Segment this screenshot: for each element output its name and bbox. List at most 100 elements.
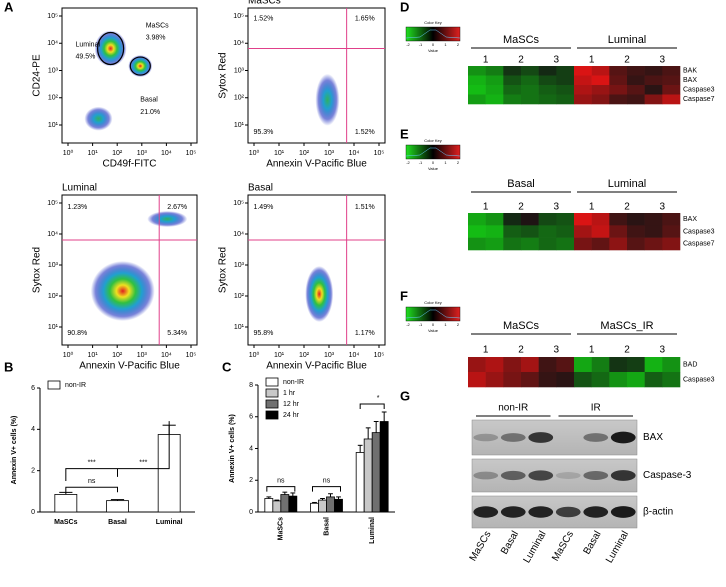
blot-band-label: β-actin (643, 507, 673, 518)
heatmap-cell (468, 237, 486, 251)
x-tick-label: 10⁰ (63, 149, 74, 157)
y-tick-label: 10⁵ (47, 200, 58, 207)
significance-label: ns (323, 477, 331, 484)
heatmap-cell (574, 94, 592, 105)
blot-band-label: Caspase-3 (643, 470, 692, 481)
panel-label: D (400, 0, 409, 14)
gate-annotation: MaSCs (146, 22, 169, 29)
heatmap-cell (662, 213, 681, 226)
heatmap-cell (556, 85, 575, 95)
heatmap-cell (468, 75, 486, 86)
bar (106, 500, 129, 513)
heatmap-cell (468, 85, 486, 95)
heatmap-cell (556, 213, 575, 226)
bar (355, 452, 365, 513)
replicate-label: 2 (624, 202, 630, 213)
bar (379, 421, 389, 513)
gate-annotation: 1.52% (355, 129, 375, 136)
row-label: Caspase7 (683, 241, 715, 248)
flow-plot: 10⁰ 10¹ 10² 10³ 10⁴ 10⁵ 10¹ 10² 10³ 10⁴ 10⁵ Annexin… (32, 183, 198, 372)
row-label: Caspase3 (683, 376, 715, 383)
x-tick-label: 10³ (137, 150, 148, 157)
heatmap-cell (503, 225, 522, 238)
y-axis-label: Annexin V+ cells (%) (229, 414, 236, 483)
y-tick-label: 10¹ (234, 324, 245, 331)
color-key-tick: 0 (432, 42, 435, 47)
heatmap-cell (662, 94, 681, 105)
blot-group-label: non-IR (498, 403, 528, 414)
blot-band (528, 432, 554, 443)
gate-annotation: 1.52% (253, 16, 273, 23)
y-tick-label: 10⁴ (47, 40, 58, 47)
heatmap-cell (609, 237, 628, 251)
replicate-label: 3 (554, 55, 560, 66)
heatmap-cell (503, 213, 522, 226)
heatmap-cell (468, 372, 486, 388)
heatmap-panel: Color Key -2 -1 0 1 2 Value MaSCs 1 2 3 Luminal 1 2 3 B… (405, 20, 715, 105)
heatmap-cell (591, 85, 610, 95)
heatmap-cell (485, 85, 504, 95)
heatmap-cell (591, 225, 610, 238)
flow-plot: 10⁰ 10¹ 10² 10³ 10⁴ 10⁵ 10¹ 10² 10³ 10⁴ 10⁵ CD49f-F… (32, 7, 198, 170)
heatmap-cell (538, 225, 557, 238)
y-tick-label: 10³ (48, 262, 59, 269)
plot-frame (61, 194, 198, 346)
gate (96, 31, 125, 66)
y-axis-label: Sytox Red (32, 247, 43, 293)
heatmap-cell (503, 75, 522, 86)
x-tick-label: 10⁵ (374, 352, 385, 359)
heatmap-cell (503, 372, 522, 388)
blot-strip (471, 419, 638, 456)
lane-label: Basal (582, 529, 604, 556)
replicate-label: 1 (483, 345, 489, 356)
bar (310, 502, 319, 513)
heatmap-cell (574, 66, 592, 76)
panel-label: A (4, 0, 14, 14)
significance-label: ns (277, 477, 285, 484)
y-tick-label: 6 (249, 414, 253, 421)
heatmap-cell (468, 94, 486, 105)
heatmap-cell (521, 75, 539, 86)
blot-band (473, 506, 499, 518)
color-key-tick: 1 (444, 322, 447, 327)
legend-label: non-IR (65, 382, 86, 389)
bar (371, 432, 381, 513)
heatmap-cell (538, 66, 557, 76)
heatmap-cell (503, 66, 522, 76)
gate-annotation: 2.67% (167, 204, 187, 211)
heatmap-cell (591, 213, 610, 226)
heatmap-cell (521, 237, 539, 251)
heatmap-cell (556, 225, 575, 238)
heatmap-cell (503, 85, 522, 95)
row-label: Caspase3 (683, 87, 715, 94)
bar-chart: 0 2 4 6 Annexin V+ cells (%) MaSCs Basal Lumina… (11, 380, 195, 526)
heatmap-cell (538, 357, 557, 373)
bar (334, 498, 343, 513)
color-key-tick: 2 (457, 160, 460, 165)
heatmap-cell (644, 225, 663, 238)
x-axis-label: Annexin V-Pacific Blue (266, 361, 367, 372)
y-tick-label: 10¹ (234, 122, 245, 129)
blot-band (610, 431, 636, 444)
heatmap-cell (662, 225, 681, 238)
x-tick-label: 10² (112, 352, 123, 359)
group-label: Luminal (608, 34, 647, 46)
heatmap-cell (521, 213, 539, 226)
x-axis-label: Annexin V-Pacific Blue (79, 361, 180, 372)
flow-plot: 10⁰ 10¹ 10² 10³ 10⁴ 10⁵ 10¹ 10² 10³ 10⁴ 10⁵ Annexin… (218, 183, 386, 372)
blot-band (500, 470, 526, 481)
y-tick-label: 2 (249, 477, 253, 484)
replicate-label: 2 (624, 55, 630, 66)
significance-label: * (377, 395, 380, 402)
heatmap-cell (574, 213, 592, 226)
heatmap-cell (591, 94, 610, 105)
heatmap-cell (627, 66, 645, 76)
significance-label: *** (139, 459, 147, 466)
blot-strip (471, 458, 638, 493)
legend-swatch (265, 388, 279, 398)
heatmap-cell (591, 75, 610, 86)
x-tick-label: 10¹ (274, 352, 285, 359)
bar (280, 494, 290, 513)
replicate-label: 2 (624, 345, 630, 356)
